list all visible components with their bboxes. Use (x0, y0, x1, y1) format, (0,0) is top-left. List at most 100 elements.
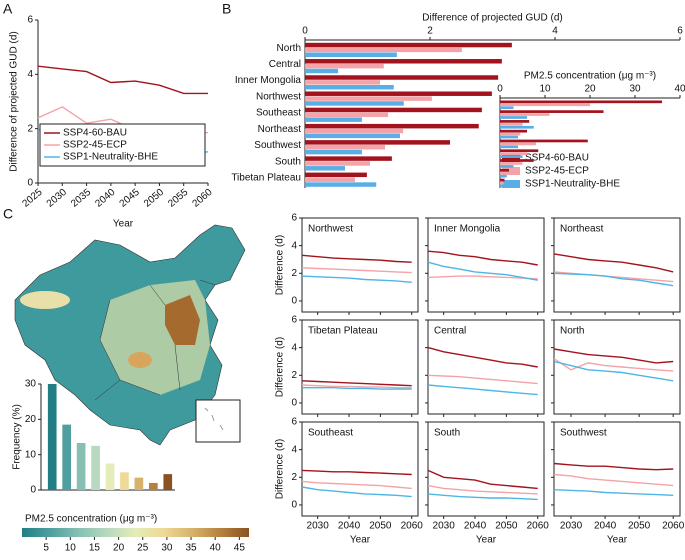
sea-islands (204, 407, 224, 431)
legend-swatch (502, 154, 520, 162)
x-tick-label: 4 (552, 26, 558, 37)
x-axis-label: Year (607, 535, 628, 546)
x-tick-label: 2060 (401, 521, 424, 532)
frame (301, 217, 419, 313)
legend-label: SSP4-60-BAU (525, 153, 589, 164)
y-axis-label: Difference of projected GUD (d) (9, 31, 20, 171)
bar (120, 472, 129, 490)
x-tick-label: 0 (497, 84, 503, 95)
bar (500, 142, 536, 146)
bar (500, 162, 523, 165)
chart-title: Inner Mongolia (434, 224, 501, 235)
bar (305, 101, 404, 106)
x-tick-label: 2060 (527, 521, 550, 532)
y-tick-label: 4 (291, 342, 297, 353)
x-tick-label: 2060 (662, 521, 685, 532)
frame (427, 421, 545, 517)
bar (500, 100, 662, 104)
x-tick-label: 0 (302, 26, 308, 37)
frame (301, 319, 419, 415)
bar (500, 125, 534, 129)
bar (500, 120, 530, 123)
bar (305, 172, 367, 178)
series-line (301, 380, 412, 387)
x-axis-label: Year (113, 219, 134, 230)
chart-title: Northeast (560, 224, 604, 235)
sea-inset (195, 399, 241, 443)
x-tick-label: 10 (539, 84, 551, 95)
panel-letter: B (222, 1, 231, 17)
x-tick-label: 2050 (495, 521, 518, 532)
series-line (301, 469, 412, 476)
legend-label: SSP1-Neutrality-BHE (525, 179, 620, 190)
bar (500, 145, 518, 149)
bar (305, 128, 404, 134)
x-tick-label: 2055 (166, 187, 190, 210)
bar (500, 135, 518, 139)
category-label: Northwest (256, 91, 301, 102)
chart-title: Southwest (560, 428, 607, 439)
legend-swatch (502, 167, 520, 175)
series-line (553, 462, 674, 471)
category-label: Inner Mongolia (235, 75, 302, 86)
frame (553, 319, 681, 415)
bar (305, 47, 462, 53)
y-tick-label: 6 (291, 417, 297, 428)
bar (500, 116, 527, 119)
x-axis-label: Year (476, 535, 497, 546)
y-tick-label: 4 (291, 444, 297, 455)
bar (500, 174, 507, 178)
map-region-borders (94, 279, 216, 401)
x-tick-label: 2035 (69, 187, 93, 210)
y-tick-label: 2 (27, 123, 33, 134)
chart-title: Central (434, 326, 466, 337)
series-line (302, 387, 412, 390)
y-tick-label: 2 (291, 472, 297, 483)
series-line (427, 469, 538, 490)
x-tick-label: 2040 (594, 521, 617, 532)
frame (553, 217, 681, 313)
y-axis-label: Frequency (%) (12, 404, 23, 470)
bar (500, 110, 604, 113)
series-line (553, 473, 674, 487)
x-tick-label: 2040 (338, 521, 361, 532)
legend-label: SSP2-45-ECP (525, 166, 589, 177)
x-tick-label: 6 (677, 26, 683, 37)
bar (305, 166, 345, 171)
bar (500, 103, 590, 107)
bar (500, 152, 527, 156)
x-tick-label: 2030 (307, 521, 330, 532)
y-tick-label: 0 (30, 485, 36, 496)
y-tick-label: 4 (291, 240, 297, 251)
y-axis-label: Difference (d) (275, 337, 286, 397)
bar (500, 181, 504, 185)
x-tick-label: 2045 (118, 187, 142, 210)
y-tick-label: 2 (291, 268, 297, 279)
bar (305, 68, 339, 74)
y-tick-label: 0 (291, 296, 297, 307)
bar (305, 133, 400, 139)
colorbar-title: PM2.5 concentration (μg m⁻³) (25, 514, 157, 525)
bar (91, 445, 100, 490)
series-line (427, 384, 538, 396)
x-tick-label: 2030 (45, 187, 69, 210)
bar (500, 155, 523, 158)
series-line (427, 346, 538, 368)
series-line (553, 358, 674, 372)
x-tick-label: 2 (427, 26, 433, 37)
bar (500, 168, 509, 172)
panel-letter: C (3, 206, 13, 222)
x-tick-label: 2050 (142, 187, 166, 210)
panel-letter: A (3, 1, 13, 17)
bar (305, 123, 479, 129)
bar (500, 132, 521, 136)
bar (305, 59, 502, 64)
series-line (427, 484, 538, 495)
bar (62, 424, 71, 490)
series-line (427, 275, 538, 280)
bar (500, 165, 514, 168)
series-line (301, 480, 412, 490)
bar (76, 443, 86, 490)
chart-title: Tibetan Plateau (308, 326, 378, 337)
bar (305, 161, 370, 166)
